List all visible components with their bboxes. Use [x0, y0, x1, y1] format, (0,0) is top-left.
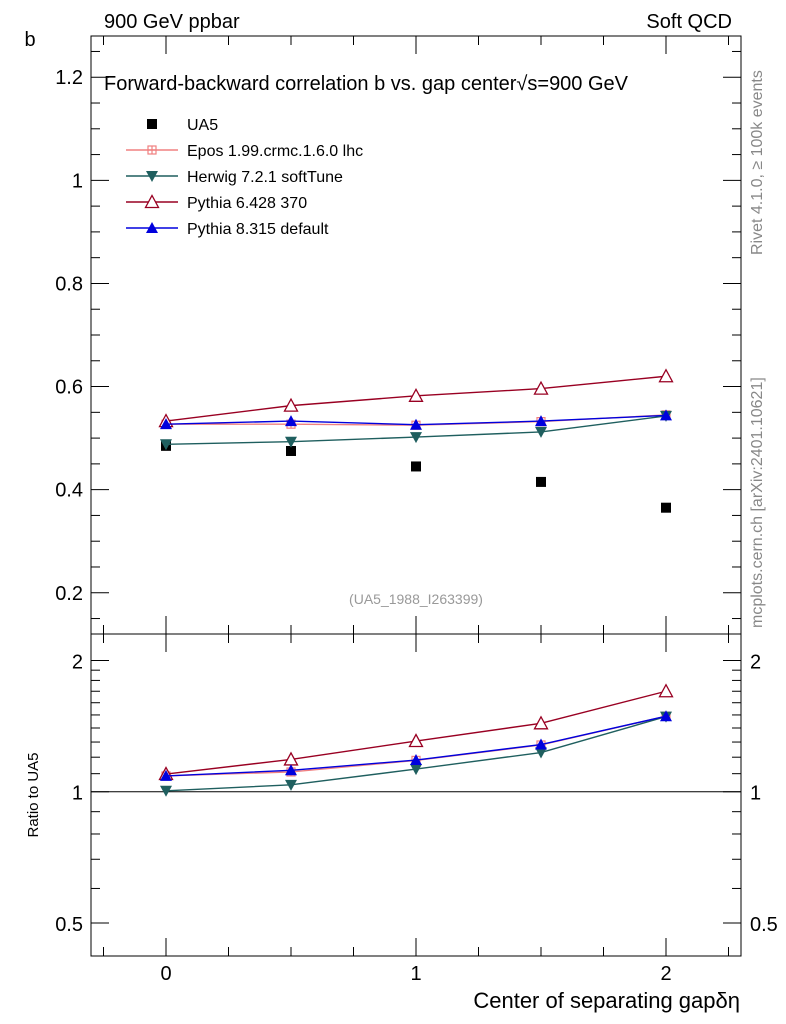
main-y-tick-labels: 0.2 0.4 0.6 0.8 1 1.2: [55, 67, 83, 605]
legend: UA5 Epos 1.99.crmc.1.6.0 lhc Herwig 7.2.1 …: [126, 117, 363, 238]
ratio-y-axis-label: Ratio to UA5: [25, 752, 42, 837]
ratio-point-herwig: [410, 764, 422, 776]
ratio-series-pythia8: [160, 710, 672, 781]
chart-title: Forward-backward correlation b vs. gap c…: [104, 73, 629, 95]
legend-entry-pythia8: Pythia 8.315 default: [126, 221, 329, 238]
ratio-point-pythia8: [535, 738, 547, 750]
main-y-tick-label: 1.2: [55, 67, 83, 89]
legend-marker: [147, 145, 157, 155]
ratio-series-pythia6: [158, 683, 674, 781]
main-point-herwig: [535, 426, 547, 438]
legend-label: Herwig 7.2.1 softTune: [187, 169, 343, 186]
main-point-pythia8: [535, 415, 547, 427]
main-point-pythia8: [285, 415, 297, 427]
main-point-herwig: [410, 432, 422, 444]
main-point-pythia8: [660, 409, 672, 421]
main-series-pythia8: [160, 409, 672, 430]
main-point-pythia8: [160, 418, 172, 430]
header-right: Soft QCD: [646, 11, 732, 33]
ratio-point-herwig: [160, 785, 172, 797]
ratio-point-pythia6: [408, 733, 424, 748]
main-series-herwig: [160, 410, 672, 451]
ratio-y-tick-label-right: 1: [750, 783, 761, 805]
legend-label: Epos 1.99.crmc.1.6.0 lhc: [187, 143, 363, 160]
ratio-point-herwig: [285, 779, 297, 791]
mcplots-credit-label: mcplots.cern.ch [arXiv:2401.10621]: [749, 377, 766, 628]
main-point-ua5: [411, 461, 421, 472]
main-y-tick-label: 0.2: [55, 583, 83, 605]
ratio-y-tick-label-right: 0.5: [750, 914, 778, 936]
main-point-pythia6: [283, 397, 299, 412]
ratio-axis-ticks: [91, 634, 741, 956]
main-point-pythia8: [410, 418, 422, 430]
main-point-ua5: [661, 502, 671, 513]
legend-label: Pythia 6.428 370: [187, 195, 307, 212]
main-point-ua5: [286, 445, 296, 456]
main-y-tick-label: 0.4: [55, 480, 83, 502]
analysis-watermark: (UA5_1988_I263399): [349, 591, 483, 607]
main-point-herwig: [285, 436, 297, 448]
ratio-y-tick-labels: 0.5 0.5 1 1 2 2: [55, 651, 778, 936]
main-y-tick-label: 0.6: [55, 377, 83, 399]
x-tick-label: 0: [160, 963, 171, 985]
ratio-y-tick-label: 1: [72, 783, 83, 805]
ratio-series-layer: [158, 683, 674, 797]
legend-marker: [146, 222, 158, 233]
legend-entry-ua5: UA5: [147, 117, 218, 134]
main-point-herwig: [160, 439, 172, 451]
main-series-layer: [158, 368, 674, 513]
ratio-point-pythia6: [533, 715, 549, 730]
ratio-y-tick-label-right: 2: [750, 651, 761, 673]
ratio-y-tick-label: 2: [72, 651, 83, 673]
main-y-tick-label: 0.8: [55, 273, 83, 295]
x-tick-label: 1: [410, 963, 421, 985]
main-y-tick-label: 1: [72, 170, 83, 192]
ratio-point-pythia8: [410, 754, 422, 766]
ratio-y-tick-label: 0.5: [55, 914, 83, 936]
legend-entry-herwig: Herwig 7.2.1 softTune: [126, 169, 343, 186]
rivet-version-label: Rivet 4.1.0, ≥ 100k events: [749, 70, 766, 255]
main-axis-ticks: [91, 36, 741, 634]
ratio-point-pythia8: [285, 764, 297, 776]
ratio-point-herwig: [535, 747, 547, 759]
x-axis-label: Center of separating gapδη: [473, 988, 740, 1013]
main-point-pythia6: [408, 387, 424, 402]
ratio-point-pythia8: [660, 710, 672, 722]
main-point-ua5: [536, 476, 546, 487]
legend-entry-epos: Epos 1.99.crmc.1.6.0 lhc: [126, 143, 363, 160]
chart-title-main: Forward-backward correlation b vs. gap c…: [104, 73, 517, 95]
ratio-point-pythia8: [160, 769, 172, 781]
main-point-pythia6: [658, 368, 674, 383]
main-point-pythia6: [533, 380, 549, 395]
legend-label: UA5: [187, 117, 218, 134]
chart-title-energy: √s=900 GeV: [516, 73, 628, 95]
x-tick-labels: 0 1 2: [160, 963, 671, 985]
main-y-axis-label: b: [24, 29, 35, 51]
ratio-plot-frame: [90, 633, 742, 957]
legend-marker: [146, 171, 158, 182]
legend-label: Pythia 8.315 default: [187, 221, 329, 238]
main-series-pythia6: [158, 368, 674, 428]
x-tick-label: 2: [660, 963, 671, 985]
legend-entry-pythia6: Pythia 6.428 370: [126, 194, 307, 212]
legend-marker: [144, 194, 160, 209]
ratio-point-pythia6: [658, 683, 674, 698]
legend-marker: [147, 119, 157, 129]
header-left: 900 GeV ppbar: [104, 11, 240, 33]
main-series-ua5: [161, 440, 671, 513]
ratio-line-herwig: [165, 715, 667, 792]
